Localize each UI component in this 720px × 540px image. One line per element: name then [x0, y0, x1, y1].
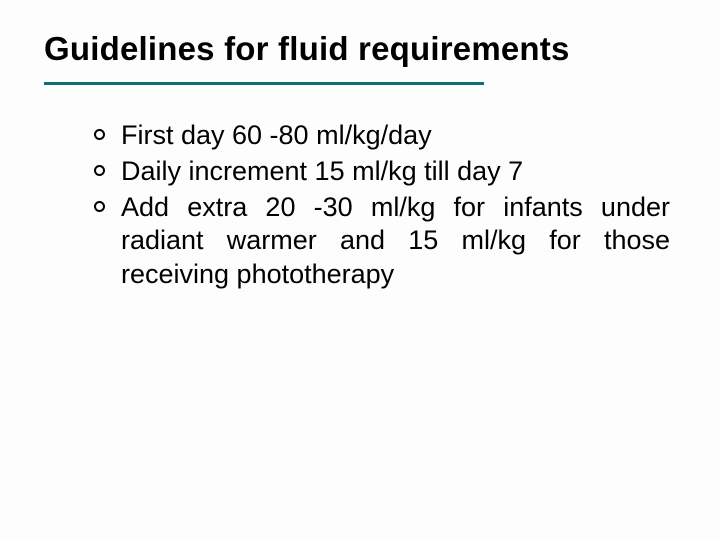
list-item: Daily increment 15 ml/kg till day 7	[94, 155, 670, 189]
list-item: First day 60 -80 ml/kg/day	[94, 119, 670, 153]
bullet-text: Add extra 20 -30 ml/kg for infants under…	[121, 191, 670, 292]
bullet-marker-icon	[94, 129, 105, 140]
bullet-text: First day 60 -80 ml/kg/day	[121, 119, 670, 153]
slide: Guidelines for fluid requirements First …	[0, 0, 720, 540]
bullet-marker-icon	[94, 201, 105, 212]
slide-title: Guidelines for fluid requirements	[44, 30, 676, 68]
list-item: Add extra 20 -30 ml/kg for infants under…	[94, 191, 670, 292]
bullet-list: First day 60 -80 ml/kg/day Daily increme…	[44, 119, 676, 292]
bullet-marker-icon	[94, 165, 105, 176]
title-underline	[44, 82, 484, 85]
bullet-text: Daily increment 15 ml/kg till day 7	[121, 155, 670, 189]
